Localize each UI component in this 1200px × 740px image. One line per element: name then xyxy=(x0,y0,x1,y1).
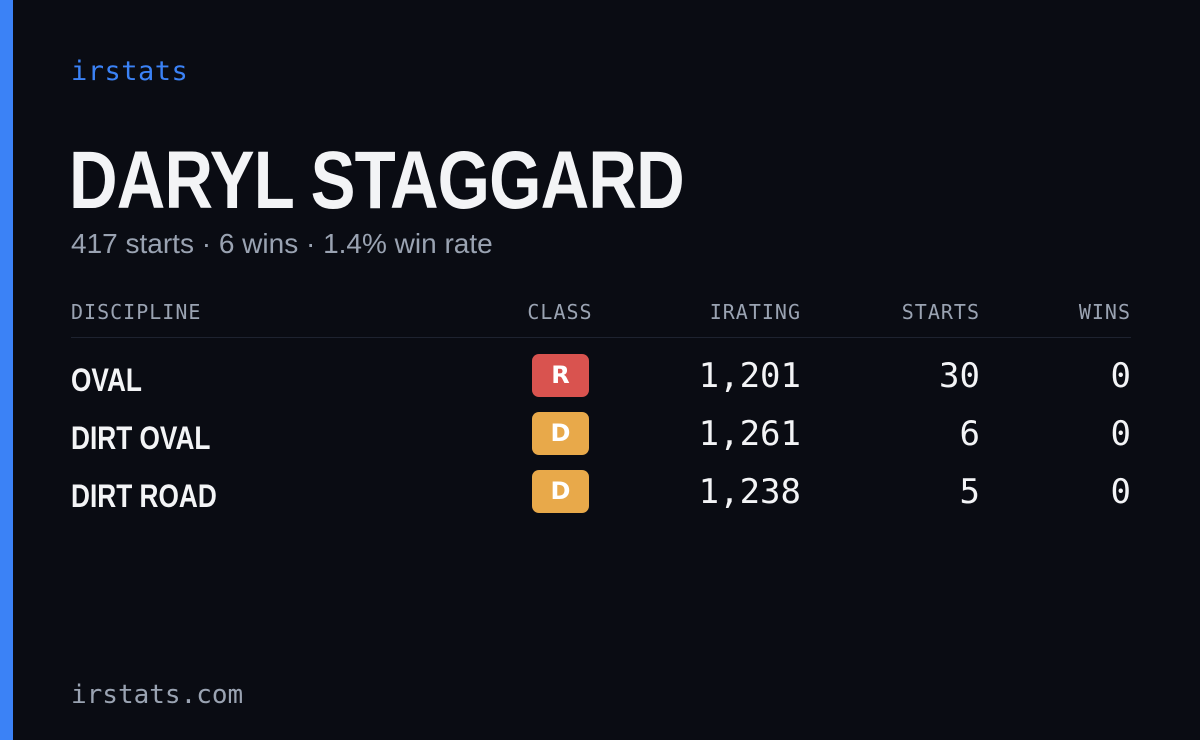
accent-bar xyxy=(0,0,13,740)
header-starts: STARTS xyxy=(901,300,980,324)
table-header: DISCIPLINE CLASS IRATING STARTS WINS xyxy=(71,300,1131,338)
table-body: OVAL R 1,201 30 0 DIRT OVAL D 1,261 6 0 … xyxy=(71,354,1131,528)
starts-value: 30 xyxy=(939,356,980,396)
table-row: OVAL R 1,201 30 0 xyxy=(71,354,1131,412)
header-class: CLASS xyxy=(527,300,593,324)
wins-value: 0 xyxy=(1110,472,1131,512)
table-row: DIRT OVAL D 1,261 6 0 xyxy=(71,412,1131,470)
class-badge: D xyxy=(532,470,589,513)
wins-value: 0 xyxy=(1110,414,1131,454)
footer-url: irstats.com xyxy=(71,680,244,710)
irating-value: 1,201 xyxy=(698,356,801,396)
starts-value: 5 xyxy=(959,472,980,512)
irating-value: 1,261 xyxy=(698,414,801,454)
irating-value: 1,238 xyxy=(698,472,801,512)
class-badge: R xyxy=(532,354,589,397)
class-badge: D xyxy=(532,412,589,455)
header-irating: IRATING xyxy=(709,300,801,324)
driver-name: DARYL STAGGARD xyxy=(69,135,685,226)
discipline-name: DIRT ROAD xyxy=(71,478,217,514)
discipline-table: DISCIPLINE CLASS IRATING STARTS WINS OVA… xyxy=(71,300,1131,528)
wins-value: 0 xyxy=(1110,356,1131,396)
table-row: DIRT ROAD D 1,238 5 0 xyxy=(71,470,1131,528)
starts-value: 6 xyxy=(959,414,980,454)
brand-logo: irstats xyxy=(71,56,189,87)
header-discipline: DISCIPLINE xyxy=(71,300,202,324)
driver-summary: 417 starts · 6 wins · 1.4% win rate xyxy=(71,228,493,259)
header-wins: WINS xyxy=(1078,300,1131,324)
discipline-name: DIRT OVAL xyxy=(71,420,211,456)
discipline-name: OVAL xyxy=(71,362,142,398)
